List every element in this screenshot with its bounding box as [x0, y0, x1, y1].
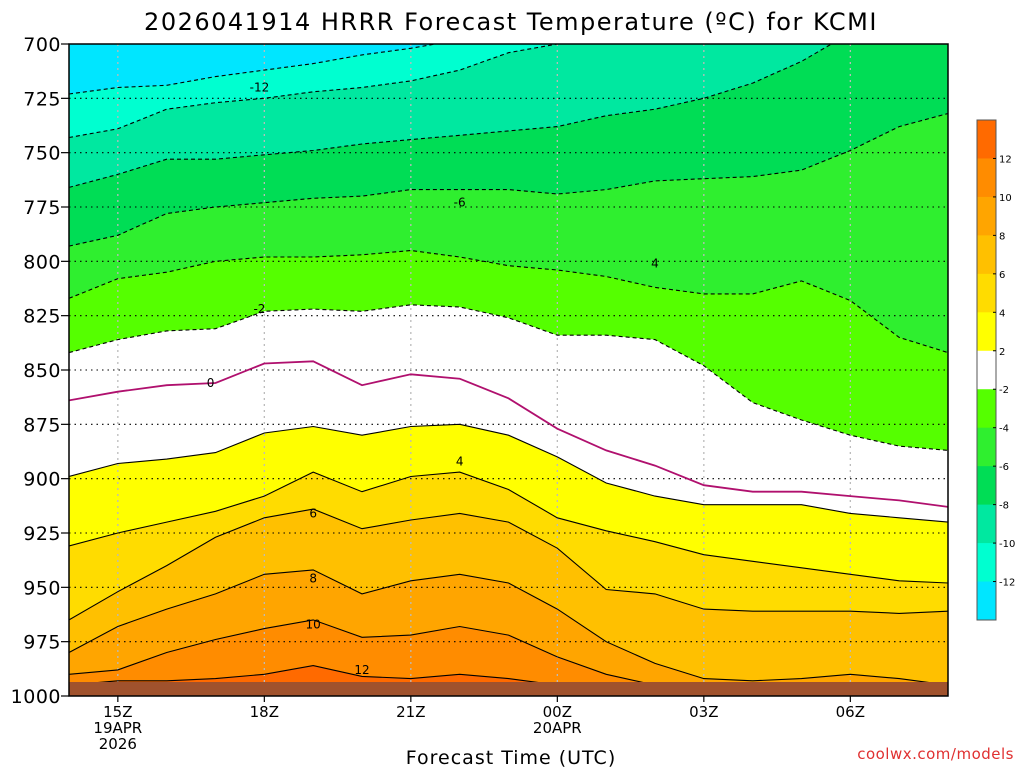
colorbar-label--12: -12	[999, 578, 1015, 589]
colorbar-swatch-12	[977, 581, 996, 621]
y-tick-label-700: 700	[23, 34, 61, 56]
isotherm-2	[69, 423, 948, 523]
x-axis-label: Forecast Time (UTC)	[406, 747, 616, 768]
y-axis-ticks: 700 725 750 775 800 825 850 875 900 925 950 975 1000	[11, 34, 69, 708]
x-tick-label-20APR: 20APR	[533, 719, 582, 737]
x-tick-label-03Z: 03Z	[689, 703, 718, 721]
y-tick-label-800: 800	[23, 251, 61, 273]
x-tick-label-2026: 2026	[99, 735, 137, 753]
contour-label-6: -2	[253, 302, 265, 316]
credit-link[interactable]: coolwx.com/models	[857, 745, 1014, 763]
colorbar-label--10: -10	[999, 539, 1015, 550]
colorbar-swatch-11	[977, 543, 996, 583]
contour-label-5: 0	[207, 376, 215, 390]
isotherm--2	[69, 304, 948, 451]
y-tick-label-775: 775	[23, 197, 61, 219]
x-tick-label-18Z: 18Z	[250, 703, 279, 721]
contour-label-3: 6	[309, 506, 317, 520]
y-tick-label-725: 725	[23, 88, 61, 110]
contour-label-7: 4	[651, 257, 659, 271]
colorbar-swatch-9	[977, 466, 996, 506]
colorbar-label--2: -2	[999, 385, 1009, 396]
colorbar-swatch-2	[977, 196, 996, 236]
plot-area: 12 10 8 6 4 0 -2 4 -6 -12	[69, 44, 948, 696]
contour-label-0: 12	[354, 663, 369, 677]
colorbar: 12 10 8 6 4 2 -2 -4 -6 -8 -10 -12	[976, 119, 1015, 621]
isotherm--4	[69, 249, 948, 354]
contour-label-9: -12	[250, 80, 270, 94]
colorbar-swatch-3	[977, 235, 996, 275]
contour-label-1: 10	[306, 617, 321, 631]
colorbar-swatch-10	[977, 504, 996, 544]
colorbar-swatch-1	[977, 158, 996, 198]
colorbar-label--8: -8	[999, 501, 1009, 512]
colorbar-swatch-0	[977, 120, 996, 159]
isotherm--8	[69, 44, 833, 188]
isotherm-8	[69, 569, 948, 686]
temperature-bands	[69, 44, 948, 696]
y-tick-label-925: 925	[23, 523, 61, 545]
isotherm-4	[69, 471, 948, 584]
x-tick-label-15Z: 15Z	[103, 703, 132, 721]
x-tick-label-21Z: 21Z	[396, 703, 425, 721]
colorbar-swatch-5	[977, 312, 996, 352]
contour-label-2: 8	[309, 572, 317, 586]
isotherm-0	[69, 360, 948, 508]
colorbar-label-4: 4	[999, 308, 1005, 319]
colorbar-swatch-6	[977, 350, 996, 390]
colorbar-swatch-7	[977, 389, 996, 429]
isotherm-10	[69, 619, 948, 696]
isotherm-12	[69, 665, 948, 696]
colorbar-label-10: 10	[999, 193, 1012, 204]
isotherm-6	[69, 508, 948, 621]
isotherm-contours	[69, 44, 948, 696]
colorbar-swatch-8	[977, 427, 996, 467]
chart-title: 2026041914 HRRR Forecast Temperature (ºC…	[144, 8, 878, 36]
colorbar-swatch-4	[977, 273, 996, 313]
colorbar-frame	[976, 119, 997, 621]
colorbar-label-2: 2	[999, 347, 1005, 358]
y-tick-label-750: 750	[23, 143, 61, 165]
y-tick-label-900: 900	[23, 469, 61, 491]
ground-surface	[69, 682, 948, 696]
x-tick-label-19APR: 19APR	[93, 719, 142, 737]
isotherm--12	[69, 44, 439, 95]
contour-label-8: -6	[454, 196, 466, 210]
contour-labels: 12 10 8 6 4 0 -2 4 -6 -12	[207, 80, 659, 676]
y-tick-label-850: 850	[23, 360, 61, 382]
y-tick-label-1000: 1000	[11, 686, 61, 708]
y-tick-label-825: 825	[23, 306, 61, 328]
grid-lines	[69, 44, 948, 696]
y-tick-label-950: 950	[23, 577, 61, 599]
y-tick-label-975: 975	[23, 632, 61, 654]
colorbar-label-6: 6	[999, 270, 1005, 281]
band-colder-than--12	[69, 44, 436, 94]
y-tick-label-875: 875	[23, 414, 61, 436]
colorbar-label-8: 8	[999, 231, 1005, 242]
x-tick-label-06Z: 06Z	[836, 703, 865, 721]
contour-label-4: 4	[456, 454, 464, 468]
colorbar-label-12: 12	[999, 154, 1012, 165]
x-tick-label-00Z: 00Z	[543, 703, 572, 721]
colorbar-label--4: -4	[999, 424, 1009, 435]
isotherm--10	[69, 44, 560, 139]
colorbar-label--6: -6	[999, 462, 1009, 473]
